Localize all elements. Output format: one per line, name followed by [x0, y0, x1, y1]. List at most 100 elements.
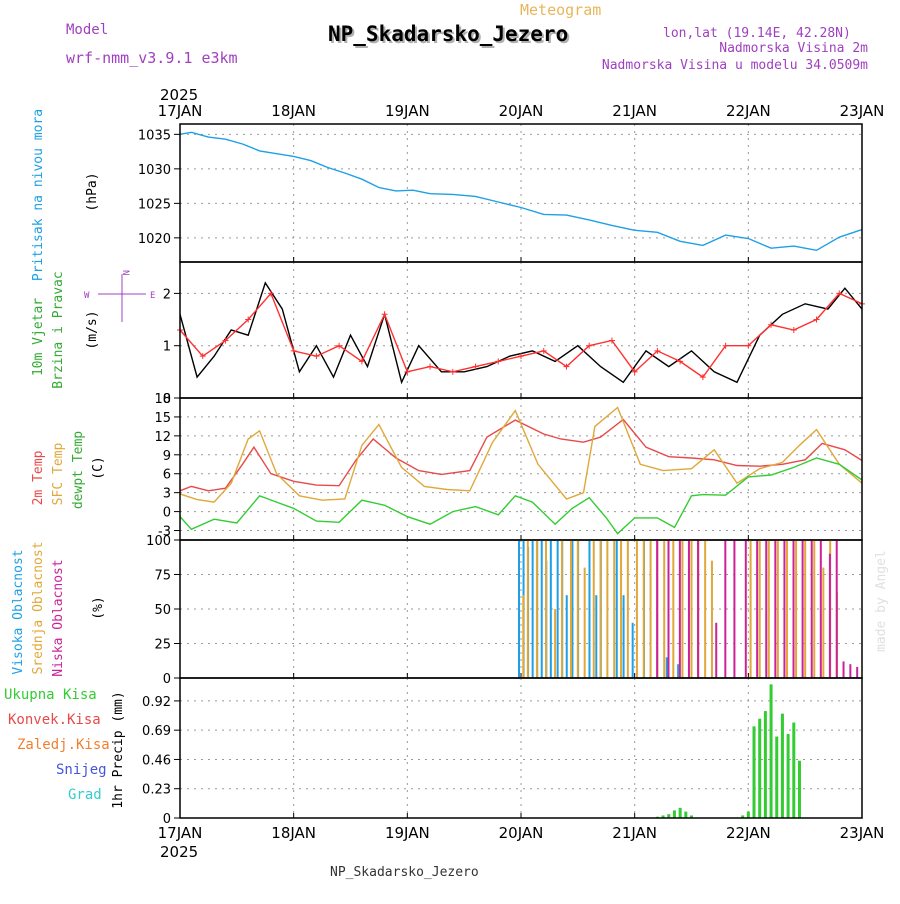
date-label-bottom: 18JAN [271, 824, 316, 842]
temperature-panel: -3 0 3 6 9 12 15 18 [154, 392, 863, 541]
year-top: 2025 [160, 86, 198, 104]
pressure-panel: 1020 1025 1030 1035 [138, 123, 863, 263]
cloud-panel: 0 25 50 75 100 [146, 534, 863, 687]
bar-clouds-1 [620, 540, 623, 678]
bar-clouds-1 [795, 540, 798, 678]
bar-clouds-2 [783, 540, 786, 678]
y-tick-label: 18 [154, 392, 171, 407]
bar-precip-0 [678, 807, 682, 818]
date-label-top: 18JAN [271, 102, 316, 120]
wind-marker [313, 353, 320, 360]
y-tick-label: 0 [163, 506, 171, 521]
bar-precip-0 [661, 815, 665, 818]
bar-precip-0 [763, 711, 767, 818]
y-tick-label: 1030 [138, 163, 171, 178]
bar-clouds-0 [549, 540, 552, 678]
date-label-bottom: 23JAN [840, 824, 885, 842]
wind-marker [813, 316, 820, 323]
temp-unit: (C) [91, 456, 106, 479]
bar-clouds-0 [631, 622, 634, 678]
temp-title: 2m Temp [31, 450, 46, 505]
bar-clouds-1 [704, 540, 707, 678]
bar-clouds-1 [663, 540, 666, 678]
y-tick-label: 0 [163, 392, 171, 407]
bar-clouds-2 [774, 540, 777, 678]
series-line-pressure-0 [179, 131, 863, 252]
bar-precip-0 [672, 810, 676, 818]
station-title-shadow: NP_Skadarsko_Jezero [330, 24, 570, 48]
cloud-subtitle2: Niska Oblacnost [51, 559, 66, 676]
date-label-bottom: 22JAN [726, 824, 771, 842]
precip-label-snow: Snijeg [56, 762, 107, 778]
bar-precip-0 [690, 815, 693, 818]
bar-clouds-2 [678, 540, 681, 678]
bar-clouds-0 [556, 540, 559, 678]
bar-clouds-1 [626, 540, 629, 678]
bar-clouds-1 [749, 540, 752, 678]
bar-clouds-2 [849, 664, 852, 678]
model-name: wrf-nmm_v3.9.1 e3km [66, 49, 238, 67]
bar-clouds-1 [642, 540, 645, 678]
bar-clouds-0 [588, 540, 591, 678]
wind-marker [404, 368, 411, 375]
wind-marker [768, 321, 775, 328]
y-tick-label: 1020 [138, 232, 171, 247]
precip-label-hail: Grad [68, 787, 102, 803]
y-tick-label: 1035 [138, 128, 171, 143]
bar-clouds-2 [667, 540, 670, 678]
bar-clouds-2 [792, 540, 795, 678]
bar-precip-0 [746, 811, 750, 818]
wind-marker [472, 363, 479, 370]
bar-clouds-0 [615, 540, 618, 678]
bar-clouds-1 [822, 567, 825, 678]
precip-label-total: Ukupna Kisa [4, 687, 97, 703]
compass-east: E [150, 291, 155, 301]
wind-marker [586, 342, 593, 349]
wind-marker [381, 311, 388, 318]
bar-clouds-1 [606, 540, 609, 678]
date-label-top: 22JAN [726, 102, 771, 120]
bar-clouds-2 [744, 540, 747, 678]
bar-precip-0 [758, 718, 762, 818]
wind-marker [427, 363, 434, 370]
wind-marker [677, 358, 684, 365]
wind-marker [722, 342, 729, 349]
bar-clouds-2 [697, 540, 700, 678]
bar-clouds-1 [576, 540, 579, 678]
wind-title: 10m Vjetar [31, 298, 46, 376]
compass-icon: W E N [84, 270, 155, 322]
bar-precip-0 [780, 713, 784, 818]
wind-marker [267, 290, 274, 297]
y-tick-label: 2 [163, 287, 171, 302]
wind-marker [745, 342, 752, 349]
bar-clouds-1 [681, 540, 684, 678]
bar-clouds-1 [672, 540, 675, 678]
bar-clouds-0 [622, 595, 625, 678]
series-line-temperature-1 [179, 406, 863, 503]
cloud-title: Visoka Oblacnost [11, 549, 26, 674]
wind-marker [495, 358, 502, 365]
coords-label: lon,lat (19.14E, 42.28N) [663, 26, 851, 41]
wind-marker [449, 368, 456, 375]
y-tick-label: 0.69 [142, 724, 171, 739]
precip-label-convective: Konvek.Kisa [8, 712, 101, 728]
wind-marker [358, 358, 365, 365]
wind-marker [336, 342, 343, 349]
bar-clouds-1 [526, 540, 529, 678]
bar-precip-0 [786, 734, 790, 818]
date-label-top: 17JAN [158, 102, 203, 120]
bar-clouds-1 [767, 540, 770, 678]
y-tick-label: 0.23 [142, 783, 171, 798]
bar-precip-0 [684, 811, 688, 818]
bar-clouds-1 [649, 540, 652, 678]
date-label-top: 20JAN [499, 102, 544, 120]
y-tick-label: 0 [163, 812, 171, 827]
temp-subtitle: SFC Temp [51, 443, 66, 506]
footer-station: NP_Skadarsko_Jezero [330, 865, 479, 880]
bar-clouds-0 [677, 664, 680, 678]
wind-marker [608, 337, 615, 344]
bar-clouds-2 [724, 540, 727, 678]
bar-clouds-2 [733, 540, 736, 678]
